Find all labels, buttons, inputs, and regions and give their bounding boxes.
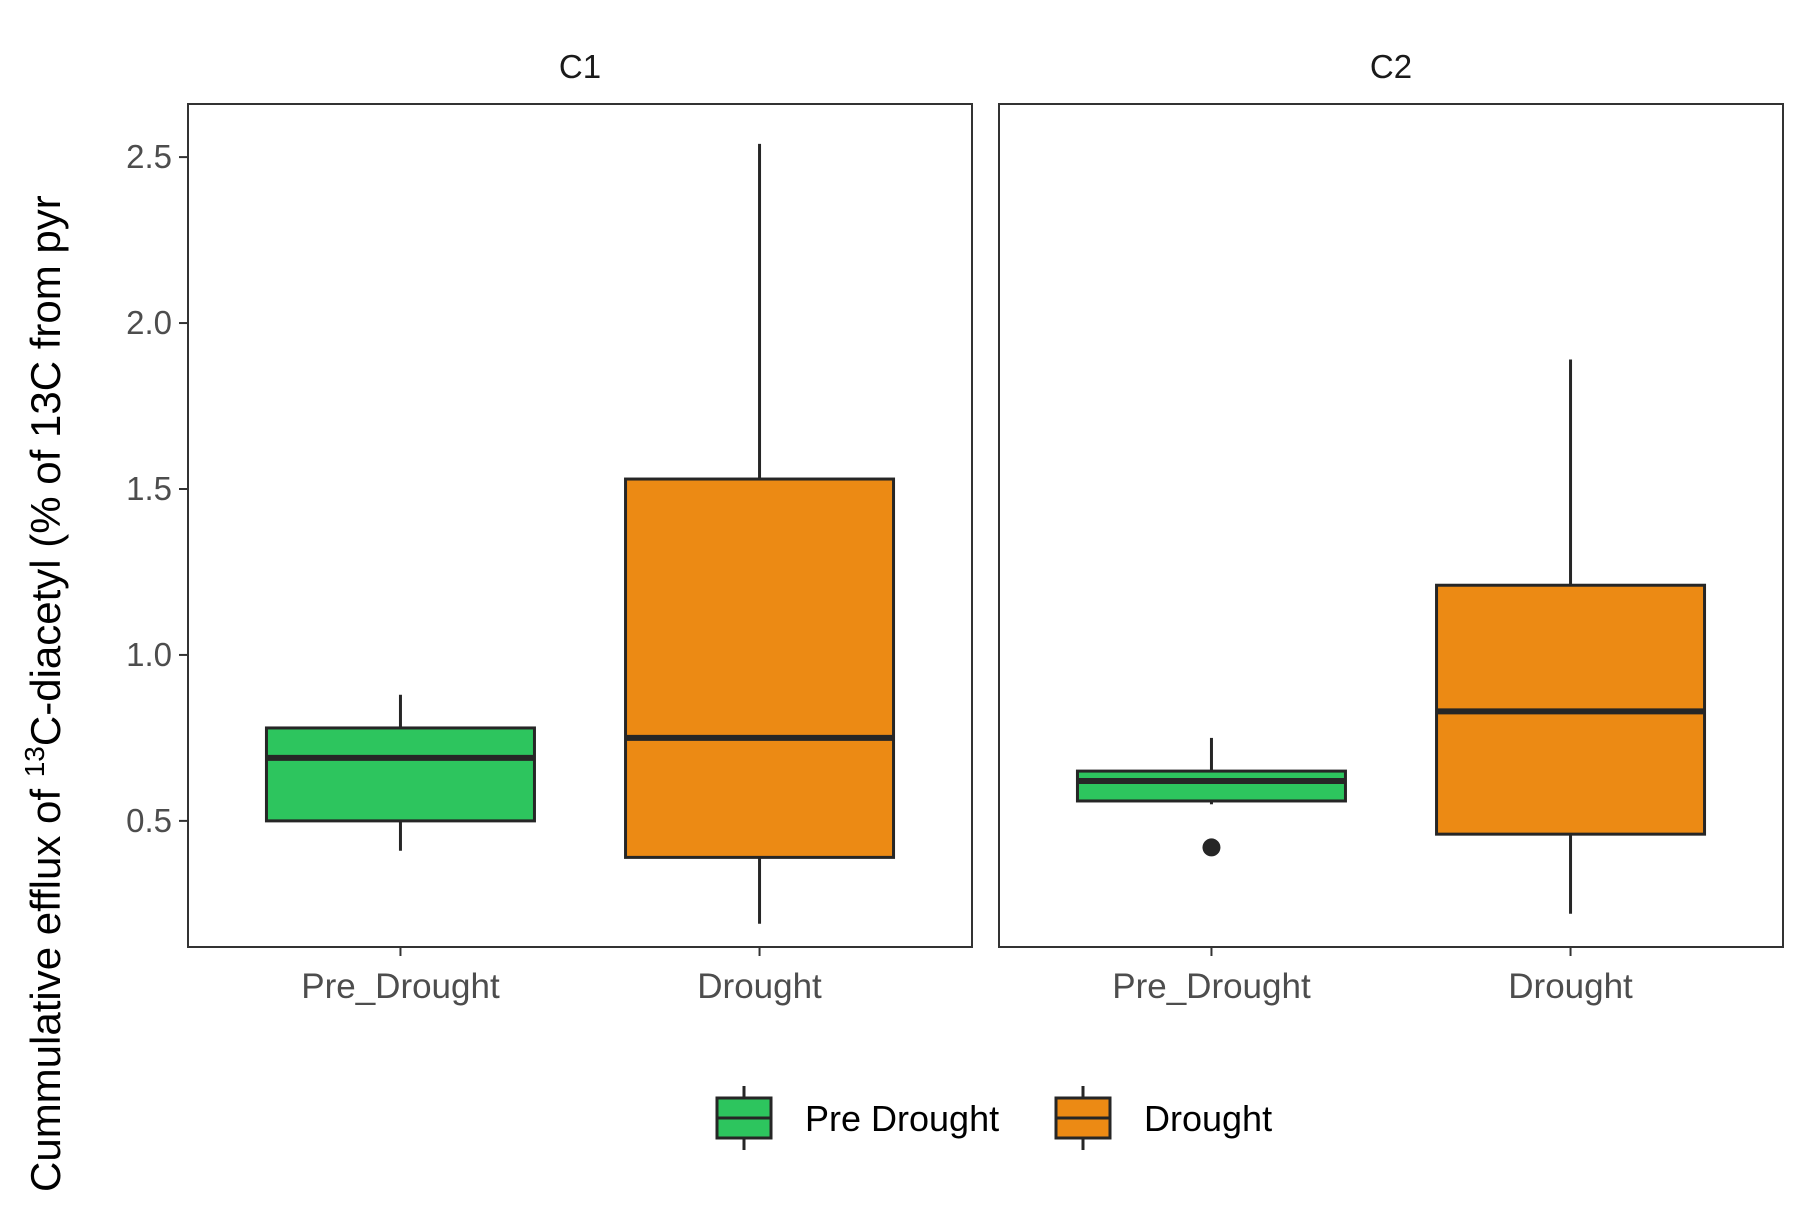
x-tick-label: Pre_Drought	[1112, 967, 1311, 1006]
y-tick-label: 0.5	[126, 802, 172, 839]
y-axis-title-layer: Cummulative efflux of 13C-diacetyl (% of…	[19, 195, 69, 1192]
legend-label: Pre Drought	[805, 1098, 999, 1139]
y-axis-title-prefix: Cummulative efflux of	[22, 777, 69, 1192]
box-pre-drought	[264, 694, 536, 851]
y-tick-label: 1.5	[126, 470, 172, 507]
panel-border	[998, 103, 1784, 948]
outlier-point	[1202, 838, 1221, 857]
x-tick-label: Pre_Drought	[301, 967, 500, 1006]
y-tick-label: 2.5	[126, 138, 172, 175]
y-axis-title-superscript: 13	[19, 746, 50, 777]
facet-panels-layer: C1 0.5 1.0 1.5 2.0 2.5 Pre_Drought Drought C2 Pre…	[126, 48, 1784, 1006]
y-axis-title: Cummulative efflux of 13C-diacetyl (% of…	[19, 195, 69, 1192]
legend-item-drought: Drought	[1054, 1086, 1272, 1150]
box-pre-drought	[1075, 737, 1347, 857]
box-body	[1075, 769, 1347, 803]
facet-panel-c2: C2 Pre_Drought Drought	[998, 48, 1784, 1006]
box-body	[264, 726, 536, 823]
box-body	[624, 477, 896, 859]
box-drought	[1435, 359, 1707, 914]
box-drought	[624, 143, 896, 924]
facet-panel-c1: C1 0.5 1.0 1.5 2.0 2.5 Pre_Drought Drought	[126, 48, 973, 1006]
legend-label: Drought	[1144, 1098, 1272, 1139]
legend-item-pre-drought: Pre Drought	[715, 1086, 999, 1150]
facet-title: C1	[559, 48, 601, 85]
y-tick-label: 1.0	[126, 636, 172, 673]
y-axis-title-suffix: C-diacetyl (% of 13C from pyr	[22, 195, 69, 746]
x-tick-label: Drought	[697, 967, 822, 1006]
x-tick-label: Drought	[1508, 967, 1633, 1006]
panel-border	[187, 103, 973, 948]
legend-layer: Pre Drought Drought	[715, 1086, 1272, 1150]
y-tick-label: 2.0	[126, 304, 172, 341]
facet-title: C2	[1370, 48, 1412, 85]
